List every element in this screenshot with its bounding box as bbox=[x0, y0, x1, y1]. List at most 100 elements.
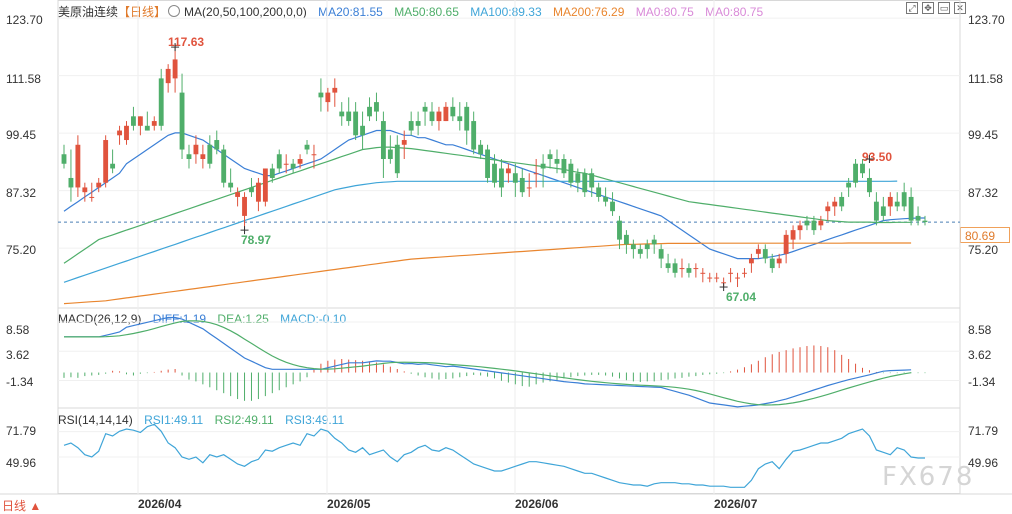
candle-body-22 bbox=[214, 140, 220, 150]
series-line-ma100 bbox=[63, 180, 898, 283]
rsi-legend: RSI(14,14,14) RSI1:49.11 RSI2:49.11 RSI3… bbox=[58, 413, 352, 427]
candle-body-83 bbox=[637, 249, 643, 254]
candle-body-73 bbox=[568, 163, 574, 183]
candle-body-97 bbox=[735, 277, 740, 279]
price-tick-left-5: 75.20 bbox=[6, 243, 37, 257]
candle-body-62 bbox=[492, 163, 497, 183]
candle-body-70 bbox=[547, 154, 553, 159]
candle-body-37 bbox=[318, 92, 324, 98]
candle-body-45 bbox=[374, 102, 379, 112]
cursor-icon[interactable]: ✥ bbox=[922, 2, 934, 14]
fullscreen-icon[interactable]: ⤢ bbox=[906, 2, 918, 14]
candle-body-81 bbox=[623, 234, 629, 245]
candle-body-90 bbox=[686, 268, 692, 273]
candle-body-28 bbox=[255, 182, 261, 202]
candle-body-111 bbox=[832, 201, 838, 207]
price-tick-right-3: 99.45 bbox=[968, 128, 999, 142]
candle-body-46 bbox=[380, 121, 386, 159]
ma200-label: MA200:76.29 bbox=[552, 5, 625, 19]
date-label-jun: 2026/06 bbox=[515, 497, 559, 511]
ma0-label-b: MA0:80.75 bbox=[705, 5, 764, 19]
macd-tick-left-1: 8.58 bbox=[6, 323, 30, 337]
candle-body-31 bbox=[276, 154, 282, 169]
candle-body-116 bbox=[867, 177, 872, 193]
candle-body-91 bbox=[693, 268, 699, 270]
candle-body-5 bbox=[96, 182, 102, 188]
candle-body-109 bbox=[818, 220, 824, 226]
rsi-line bbox=[63, 423, 925, 488]
high-annotation: 117.63 bbox=[168, 35, 205, 49]
candle-body-87 bbox=[665, 263, 671, 269]
candle-body-4 bbox=[89, 196, 95, 198]
candle-body-115 bbox=[860, 163, 865, 174]
low-annotation-2: 67.04 bbox=[726, 290, 757, 304]
price-tick-left-4: 87.32 bbox=[6, 186, 37, 200]
ma0-label-a: MA0:80.75 bbox=[635, 5, 694, 19]
candle-body-102 bbox=[769, 258, 775, 269]
watermark: FX678 bbox=[882, 462, 975, 492]
price-tick-right-2: 111.58 bbox=[968, 72, 1003, 86]
candle-body-118 bbox=[880, 206, 886, 216]
candle-body-0 bbox=[61, 154, 67, 164]
candle-body-23 bbox=[221, 149, 227, 183]
price-tick-right-1: 123.70 bbox=[968, 13, 1005, 27]
candle-body-75 bbox=[582, 173, 588, 193]
candle-body-121 bbox=[901, 192, 907, 207]
candle-body-105 bbox=[790, 230, 796, 240]
macd-tick-right-3: -1.34 bbox=[968, 375, 996, 389]
candle-body-44 bbox=[367, 106, 372, 117]
candle-body-29 bbox=[262, 168, 268, 202]
candle-body-13 bbox=[151, 121, 157, 126]
candle-body-88 bbox=[672, 263, 678, 273]
candle-body-69 bbox=[540, 163, 546, 169]
price-tick-right-4: 87.32 bbox=[968, 186, 999, 200]
rsi-tick-right-1: 71.79 bbox=[968, 424, 999, 438]
candle-body-122 bbox=[908, 196, 914, 221]
candle-body-1 bbox=[68, 177, 74, 188]
candle-body-82 bbox=[630, 244, 636, 250]
candle-body-104 bbox=[783, 234, 789, 254]
candle-body-96 bbox=[728, 272, 734, 274]
candle-body-107 bbox=[804, 220, 810, 226]
period-tag[interactable]: 【日线】 bbox=[118, 5, 167, 19]
candle-body-76 bbox=[589, 173, 595, 188]
indicator-settings-icon[interactable] bbox=[168, 5, 181, 17]
candle-body-85 bbox=[651, 239, 657, 245]
candle-body-65 bbox=[512, 173, 518, 183]
candle-body-113 bbox=[846, 182, 852, 188]
candle-body-34 bbox=[297, 159, 303, 164]
candle-body-92 bbox=[700, 272, 706, 274]
candle-body-77 bbox=[596, 187, 602, 197]
price-tick-left-2: 111.58 bbox=[6, 72, 41, 86]
candle-body-51 bbox=[415, 121, 421, 126]
rsi-tick-left-2: 49.96 bbox=[6, 456, 37, 470]
header-legend: 美原油连续【日线】 MA(20,50,100,200,0,0) MA20:81.5… bbox=[58, 3, 771, 20]
candle-body-78 bbox=[603, 196, 609, 202]
candle-body-84 bbox=[644, 244, 650, 250]
macd-dea-line bbox=[64, 320, 912, 406]
candle-body-27 bbox=[249, 187, 254, 193]
candle-body-18 bbox=[186, 154, 192, 159]
plot-border bbox=[57, 0, 961, 494]
candle-body-19 bbox=[193, 144, 199, 155]
period-tab[interactable]: 日线 ▲ bbox=[2, 499, 42, 513]
candle-body-114 bbox=[853, 163, 858, 183]
candle-body-61 bbox=[485, 149, 490, 178]
candle-body-9 bbox=[124, 125, 129, 141]
candle-body-40 bbox=[339, 111, 345, 117]
minimize-icon[interactable]: ▭ bbox=[938, 2, 950, 14]
candle-body-117 bbox=[873, 201, 879, 221]
candle-body-110 bbox=[825, 206, 831, 212]
candle-body-43 bbox=[360, 125, 366, 136]
low-annotation-1: 78.97 bbox=[241, 233, 272, 247]
candle-body-48 bbox=[394, 144, 400, 174]
candle-body-30 bbox=[269, 168, 275, 178]
rsi-tick-right-2: 49.96 bbox=[968, 456, 999, 470]
price-tick-right-5: 75.20 bbox=[968, 243, 999, 257]
candle-body-17 bbox=[179, 92, 185, 150]
candle-body-103 bbox=[776, 258, 782, 264]
candle-body-112 bbox=[839, 196, 845, 207]
candle-body-25 bbox=[235, 192, 241, 197]
candle-body-54 bbox=[436, 111, 442, 122]
